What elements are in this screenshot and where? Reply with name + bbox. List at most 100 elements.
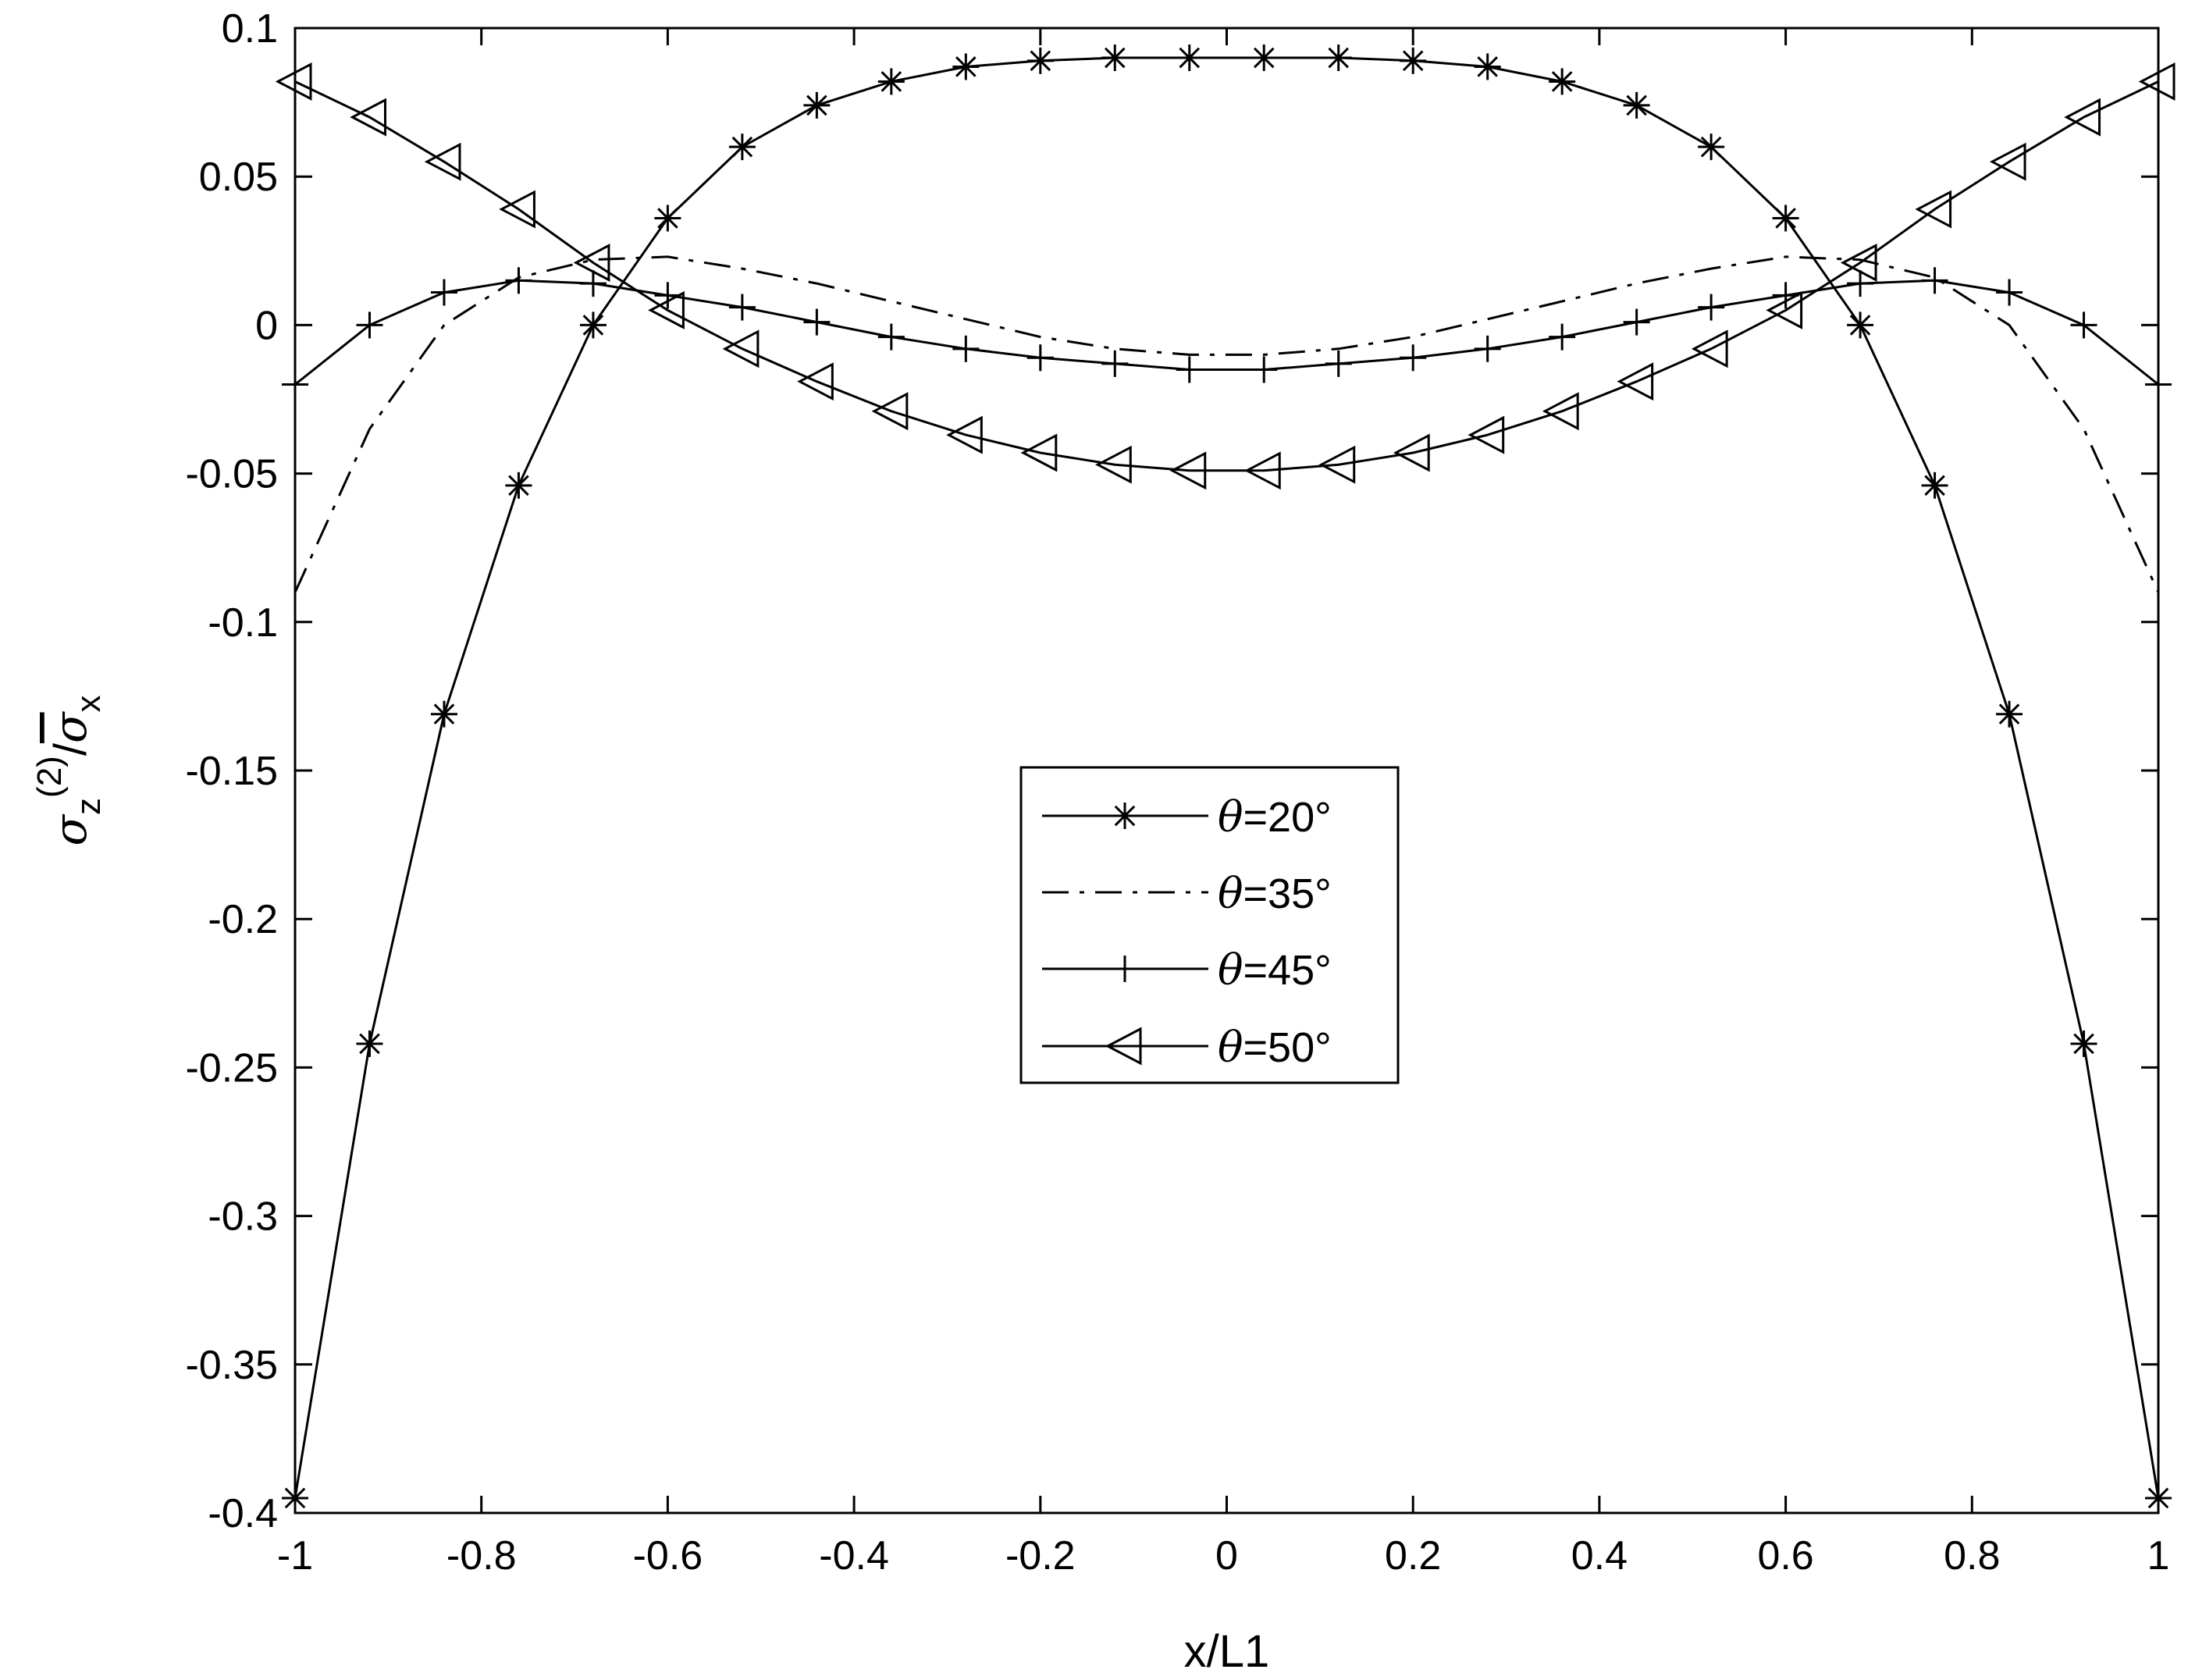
x-tick-label: -0.8 xyxy=(446,1533,517,1579)
x-tick-label: 0.6 xyxy=(1757,1533,1813,1579)
x-tick-label: 0.2 xyxy=(1385,1533,1441,1579)
legend-label-theta: θ xyxy=(1218,869,1243,918)
x-tick-label: 0.4 xyxy=(1571,1533,1628,1579)
legend-item: θ=35° xyxy=(1042,869,1332,918)
y-axis-label-sub-x: x xyxy=(69,695,108,712)
legend-label: θ=35° xyxy=(1218,869,1332,918)
legend-label-theta: θ xyxy=(1218,1023,1243,1072)
data-point-triangle xyxy=(499,190,535,229)
x-tick-label: 0 xyxy=(1215,1533,1238,1579)
series-2 xyxy=(282,267,2172,398)
data-point-triangle xyxy=(648,290,685,329)
data-point-plus xyxy=(1101,350,1129,377)
data-point-plus xyxy=(877,323,905,351)
data-point-asterisk xyxy=(1698,133,1725,161)
data-point-asterisk xyxy=(1251,44,1278,72)
series-line xyxy=(294,80,2159,472)
data-point-asterisk xyxy=(1847,311,1874,339)
data-point-triangle xyxy=(350,98,386,137)
y-axis-label-sigma-x: σ xyxy=(44,711,97,743)
legend-label-value: =45° xyxy=(1243,947,1332,994)
data-point-asterisk xyxy=(1474,53,1501,80)
legend-item: θ=50° xyxy=(1042,1023,1332,1072)
data-point-triangle xyxy=(2138,62,2176,101)
data-point-triangle xyxy=(1766,290,1803,329)
x-tick-label: 1 xyxy=(2147,1533,2170,1579)
series-line xyxy=(294,279,2159,386)
y-tick-label: 0 xyxy=(255,303,278,348)
data-point-plus xyxy=(1847,270,1874,297)
x-tick-label: -0.4 xyxy=(819,1533,889,1579)
legend-item: θ=45° xyxy=(1042,945,1332,995)
data-point-triangle xyxy=(1393,433,1430,472)
y-tick-label: -0.05 xyxy=(185,452,278,497)
data-point-plus xyxy=(1698,294,1725,321)
y-tick-label: -0.35 xyxy=(185,1343,278,1388)
data-point-plus xyxy=(2145,371,2172,398)
data-point-triangle xyxy=(871,392,909,431)
data-point-asterisk xyxy=(1112,803,1138,829)
data-point-plus xyxy=(1400,344,1427,372)
data-point-triangle xyxy=(1169,451,1207,490)
data-point-asterisk xyxy=(1623,91,1650,119)
data-point-triangle xyxy=(1244,451,1281,490)
y-axis-label-sup-2: (2) xyxy=(30,756,69,798)
y-tick-label: -0.2 xyxy=(208,897,278,942)
y-tick-label: -0.3 xyxy=(208,1194,278,1240)
data-point-asterisk xyxy=(1026,47,1054,74)
data-point-plus xyxy=(2070,311,2097,339)
data-point-plus xyxy=(1251,356,1278,383)
data-point-plus xyxy=(505,267,532,294)
data-point-asterisk xyxy=(579,311,607,339)
legend-label-value: =50° xyxy=(1243,1024,1332,1071)
y-axis-label-slash: / xyxy=(45,742,96,756)
y-axis-label-sigma: σ xyxy=(44,814,97,846)
legend-label: θ=50° xyxy=(1218,1023,1332,1072)
x-tick-label: -0.2 xyxy=(1005,1533,1076,1579)
data-point-asterisk xyxy=(728,133,756,161)
data-point-triangle xyxy=(1318,445,1356,484)
legend-label-theta: θ xyxy=(1218,792,1243,842)
legend-label: θ=45° xyxy=(1218,945,1332,995)
data-point-triangle xyxy=(1095,445,1132,484)
data-point-triangle xyxy=(1840,244,1877,282)
data-point-triangle xyxy=(1542,392,1579,431)
x-axis-label: x/L1 xyxy=(1184,1626,1270,1677)
data-point-triangle xyxy=(424,142,461,181)
y-tick-label: -0.4 xyxy=(208,1491,278,1536)
data-point-plus xyxy=(1623,308,1650,336)
legend-item: θ=20° xyxy=(1042,792,1332,842)
data-point-asterisk xyxy=(282,1484,308,1511)
data-point-asterisk xyxy=(1549,68,1576,95)
x-tick-label: -1 xyxy=(277,1533,313,1579)
data-point-asterisk xyxy=(1921,472,1948,499)
series-3 xyxy=(275,62,2176,490)
legend-label: θ=20° xyxy=(1218,792,1332,842)
data-point-asterisk xyxy=(2070,1030,2097,1057)
data-point-triangle xyxy=(1691,329,1728,368)
data-point-asterisk xyxy=(877,68,905,95)
y-tick-label: -0.25 xyxy=(185,1045,278,1091)
data-point-triangle xyxy=(797,362,834,401)
y-tick-label: 0.05 xyxy=(199,155,278,200)
legend-label-value: =35° xyxy=(1243,870,1332,917)
data-point-asterisk xyxy=(803,91,831,119)
data-point-asterisk xyxy=(952,53,980,80)
legend-label-value: =20° xyxy=(1243,794,1332,841)
data-point-triangle xyxy=(2064,98,2101,137)
y-axis-label-sub-z: z xyxy=(69,798,108,815)
data-point-plus xyxy=(1921,267,1948,294)
data-point-plus xyxy=(1112,956,1138,982)
data-point-asterisk xyxy=(430,700,457,728)
data-point-triangle xyxy=(1468,415,1505,454)
data-point-plus xyxy=(803,308,831,336)
data-point-asterisk xyxy=(2145,1484,2172,1511)
y-axis-label: σz(2)/σx xyxy=(30,695,108,845)
y-tick-label: 0.1 xyxy=(222,6,278,52)
data-point-plus xyxy=(1176,356,1203,383)
x-tick-label: -0.6 xyxy=(633,1533,703,1579)
axis-tick-labels: -1 -0.8 -0.6 -0.4 -0.2 0 0.2 0.4 0.6 0.8 1 0.1 0.05 0… xyxy=(185,6,2169,1579)
data-point-triangle xyxy=(1105,1027,1142,1066)
data-point-plus xyxy=(356,311,383,339)
